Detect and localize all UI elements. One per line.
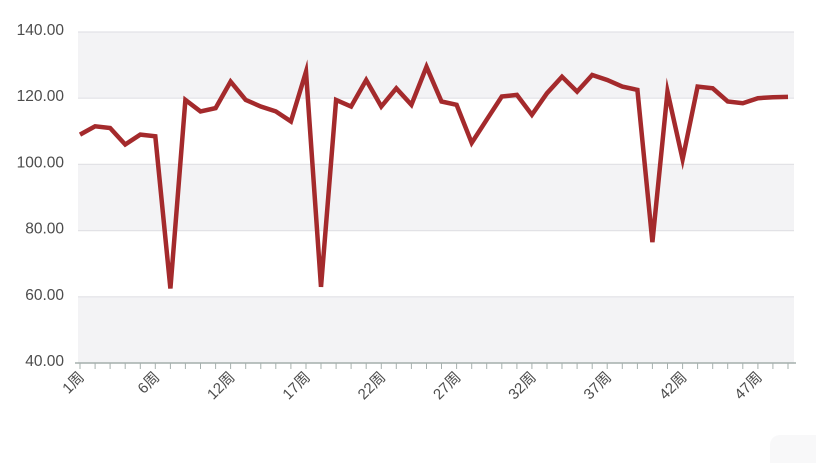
- x-axis-label: 37周: [581, 369, 615, 403]
- y-axis-label: 100.00: [17, 154, 65, 171]
- y-axis-label: 60.00: [25, 287, 64, 304]
- x-axis-label: 17周: [279, 369, 313, 403]
- y-axis-label: 140.00: [17, 22, 65, 39]
- x-axis-label: 6周: [135, 369, 164, 398]
- watermark: [770, 435, 816, 463]
- y-axis-label: 40.00: [25, 353, 64, 370]
- x-axis-label: 27周: [430, 369, 464, 403]
- x-axis-label: 47周: [731, 369, 765, 403]
- y-axis-label: 80.00: [25, 221, 64, 238]
- x-axis-label: 32周: [505, 369, 539, 403]
- x-axis-label: 42周: [656, 369, 690, 403]
- x-axis-label: 12周: [204, 369, 238, 403]
- x-axis-label: 22周: [355, 369, 389, 403]
- y-axis-label: 120.00: [17, 88, 65, 105]
- series-line: [78, 59, 789, 289]
- x-axis-label: 1周: [59, 369, 88, 398]
